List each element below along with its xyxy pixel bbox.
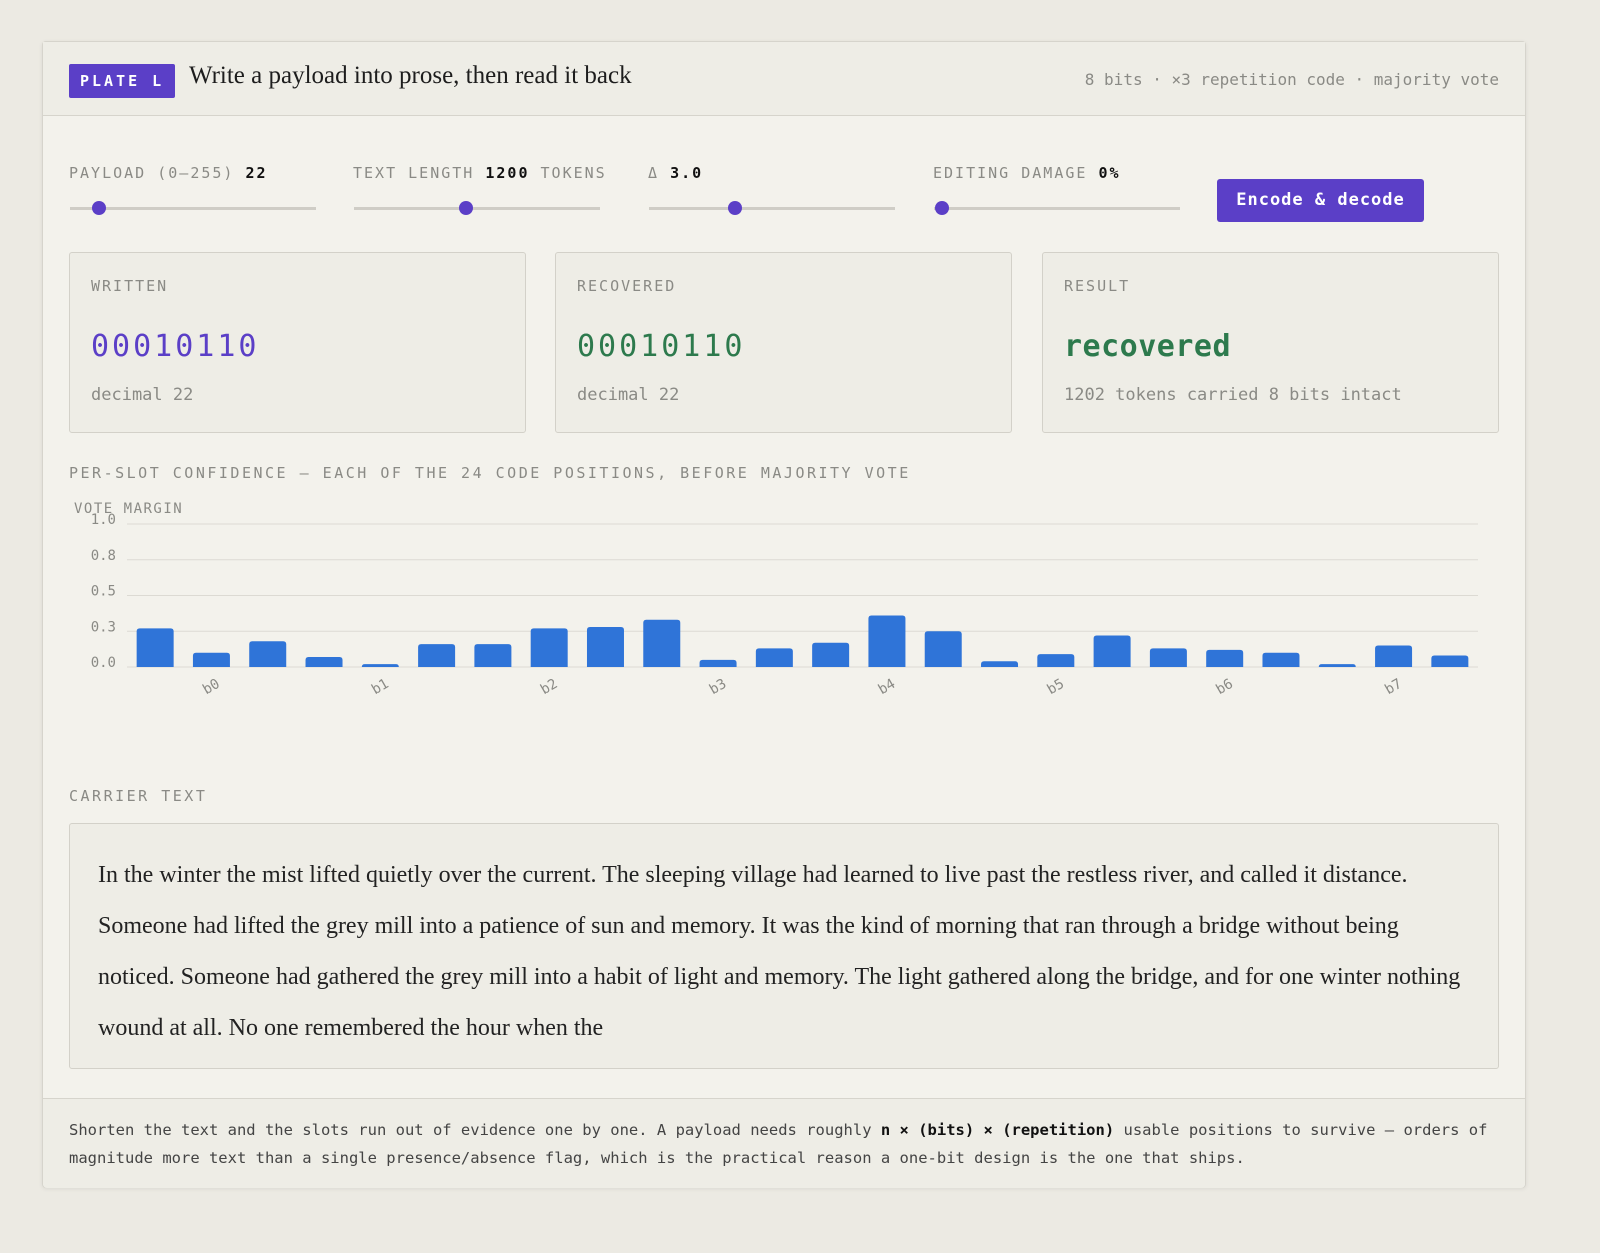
slider[interactable] — [354, 201, 600, 215]
x-tick-label: b5 — [1045, 676, 1068, 698]
label: TEXT LENGTH — [353, 164, 475, 182]
bar — [361, 664, 399, 667]
unit: TOKENS — [540, 164, 607, 182]
bar — [1262, 652, 1300, 667]
card-detail: decimal 22 — [91, 385, 194, 405]
control-label: EDITING DAMAGE 0% — [933, 164, 1121, 182]
y-axis-label: VOTE MARGIN — [74, 501, 183, 517]
footer-text: Shorten the text and the slots run out o… — [69, 1116, 1501, 1172]
bar — [418, 644, 456, 667]
bar — [1431, 655, 1469, 667]
plate-card: PLATE L Write a payload into prose, then… — [42, 41, 1526, 1188]
bar — [586, 626, 624, 667]
card-label: RECOVERED — [577, 277, 677, 295]
y-tick-label: 0.5 — [91, 584, 116, 600]
x-tick-label: b6 — [1213, 676, 1236, 698]
x-tick-label: b7 — [1382, 676, 1405, 698]
value: 22 — [245, 164, 268, 182]
x-tick-label: b3 — [707, 676, 730, 698]
text: usable positions to survive — orders of … — [69, 1121, 1488, 1167]
bar — [812, 642, 850, 667]
encode-button[interactable]: Encode & decode — [1217, 179, 1424, 222]
slider-thumb[interactable] — [92, 201, 106, 215]
card-recovered: RECOVERED 00010110 decimal 22 — [555, 252, 1012, 433]
bar — [868, 615, 906, 667]
bar — [136, 628, 174, 667]
chart-title: PER-SLOT CONFIDENCE — EACH OF THE 24 COD… — [69, 464, 911, 482]
carrier-text: In the winter the mist lifted quietly ov… — [69, 823, 1499, 1069]
card-value: recovered — [1064, 329, 1232, 364]
control-label: PAYLOAD (0–255) 22 — [69, 164, 268, 182]
x-tick-label: b1 — [369, 676, 392, 698]
slider[interactable] — [934, 201, 1180, 215]
bar — [1093, 635, 1131, 667]
card-result: RESULT recovered 1202 tokens carried 8 b… — [1042, 252, 1499, 433]
bar — [924, 631, 962, 667]
y-tick-label: 1.0 — [91, 512, 116, 528]
label: EDITING DAMAGE — [933, 164, 1088, 182]
slider-thumb[interactable] — [459, 201, 473, 215]
x-tick-label: b4 — [876, 676, 899, 698]
bar — [249, 641, 287, 667]
bar — [1037, 654, 1075, 667]
y-tick-label: 0.3 — [91, 619, 116, 635]
bar — [981, 661, 1019, 667]
label: PAYLOAD (0–255) — [69, 164, 235, 182]
bar — [1375, 645, 1413, 667]
bar — [643, 619, 681, 667]
bar — [1318, 664, 1356, 667]
label: Δ — [648, 164, 660, 182]
slider[interactable] — [70, 201, 316, 215]
x-tick-label: b0 — [200, 676, 223, 698]
header: PLATE L Write a payload into prose, then… — [43, 42, 1525, 116]
card-value: 00010110 — [577, 329, 746, 364]
bar — [474, 644, 512, 667]
value: 1200 — [485, 164, 530, 182]
x-tick-label: b2 — [538, 676, 561, 698]
card-label: RESULT — [1064, 277, 1131, 295]
slider-thumb[interactable] — [935, 201, 949, 215]
meta: 8 bits · ×3 repetition code · majority v… — [1084, 70, 1499, 89]
bar — [530, 628, 568, 667]
y-tick-label: 0.0 — [91, 655, 116, 671]
footer: Shorten the text and the slots run out o… — [43, 1098, 1525, 1188]
formula: n × (bits) × (repetition) — [880, 1121, 1115, 1139]
control-label: Δ 3.0 — [648, 164, 703, 182]
y-tick-label: 0.8 — [91, 548, 116, 564]
section-label: CARRIER TEXT — [69, 787, 208, 805]
card-written: WRITTEN 00010110 decimal 22 — [69, 252, 526, 433]
slider-thumb[interactable] — [728, 201, 742, 215]
value: 3.0 — [670, 164, 704, 182]
card-value: 00010110 — [91, 329, 260, 364]
slider[interactable] — [649, 201, 895, 215]
badge: PLATE L — [69, 64, 176, 98]
title: Write a payload into prose, then read it… — [189, 62, 632, 89]
bar — [699, 659, 737, 667]
card-detail: 1202 tokens carried 8 bits intact — [1064, 385, 1402, 405]
value: 0% — [1098, 164, 1121, 182]
bar — [192, 652, 230, 667]
card-detail: decimal 22 — [577, 385, 680, 405]
bar — [305, 656, 343, 667]
card-label: WRITTEN — [91, 277, 169, 295]
chart: VOTE MARGIN 0.0 0.3 0.5 0.8 1.0 b0 b1 b2 b3 b4 b5 b… — [74, 501, 1478, 698]
control-label: TEXT LENGTH 1200 TOKENS — [353, 164, 607, 182]
bar — [1206, 649, 1244, 667]
bar — [1149, 648, 1187, 667]
text: Shorten the text and the slots run out o… — [69, 1121, 881, 1139]
bar — [755, 648, 793, 667]
